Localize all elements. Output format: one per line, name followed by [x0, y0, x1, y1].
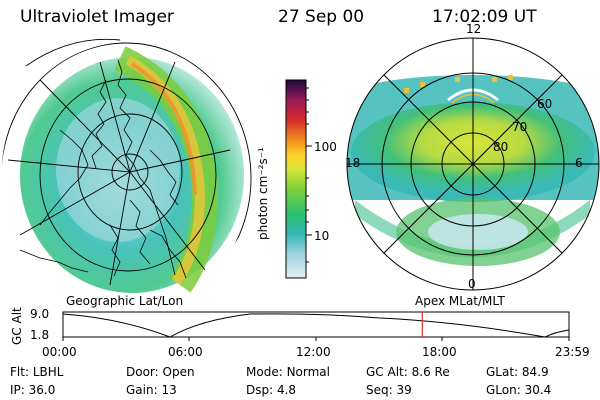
glon-key: GLon:: [486, 383, 521, 397]
gain-key: Gain:: [126, 383, 158, 397]
gain-value: 13: [161, 383, 177, 397]
colorbar-tick-10: 10: [314, 229, 330, 243]
mode-value: Normal: [286, 365, 330, 379]
door-value: Open: [162, 365, 195, 379]
alt-tick-1-8: 1.8: [30, 328, 50, 342]
flt-key: Flt:: [10, 365, 29, 379]
date-label: 27 Sep 00: [278, 7, 365, 27]
ip-key: IP:: [10, 383, 25, 397]
seq-key: Seq:: [366, 383, 393, 397]
x-tick-0600: 06:00: [168, 345, 203, 359]
mlt-label-6: 6: [575, 156, 583, 170]
polar-image: [346, 37, 600, 291]
gc-alt-value: 8.6 Re: [411, 365, 450, 379]
lat-label-80: 80: [493, 140, 509, 154]
dsp-key: Dsp:: [246, 383, 274, 397]
seq-value: 39: [396, 383, 412, 397]
x-tick-1200: 12:00: [296, 345, 331, 359]
mlt-label-12: 12: [466, 22, 482, 36]
glon-value: 30.4: [524, 383, 552, 397]
colorbar-unit-label: photon cm⁻²s⁻¹: [256, 147, 270, 240]
x-tick-2359: 23:59: [555, 345, 590, 359]
x-tick-1800: 18:00: [422, 345, 457, 359]
glat-key: GLat:: [486, 365, 519, 379]
altitude-plot: [62, 311, 570, 341]
lat-label-70: 70: [512, 120, 528, 134]
colorbar-tick-100: 100: [314, 140, 337, 154]
flt-value: LBHL: [32, 365, 64, 379]
mode-key: Mode:: [246, 365, 283, 379]
door-key: Door:: [126, 365, 159, 379]
time-label: 17:02:09 UT: [432, 7, 537, 27]
apex-label: Apex MLat/MLT: [415, 294, 505, 308]
glat-value: 84.9: [521, 365, 549, 379]
dsp-value: 4.8: [276, 383, 297, 397]
geographic-image: [2, 38, 252, 298]
gc-alt-ylabel: GC Alt: [10, 307, 24, 345]
geographic-label: Geographic Lat/Lon: [66, 294, 184, 308]
instrument-title: Ultraviolet Imager: [20, 7, 174, 27]
lat-label-60: 60: [537, 97, 553, 111]
color-bar: [285, 79, 312, 279]
mlt-label-18: 18: [345, 156, 361, 170]
mlt-label-0: 0: [468, 277, 476, 291]
alt-tick-9: 9.0: [30, 307, 50, 321]
x-tick-0000: 00:00: [42, 345, 77, 359]
ip-value: 36.0: [28, 383, 56, 397]
gc-alt-key: GC Alt:: [366, 365, 408, 379]
